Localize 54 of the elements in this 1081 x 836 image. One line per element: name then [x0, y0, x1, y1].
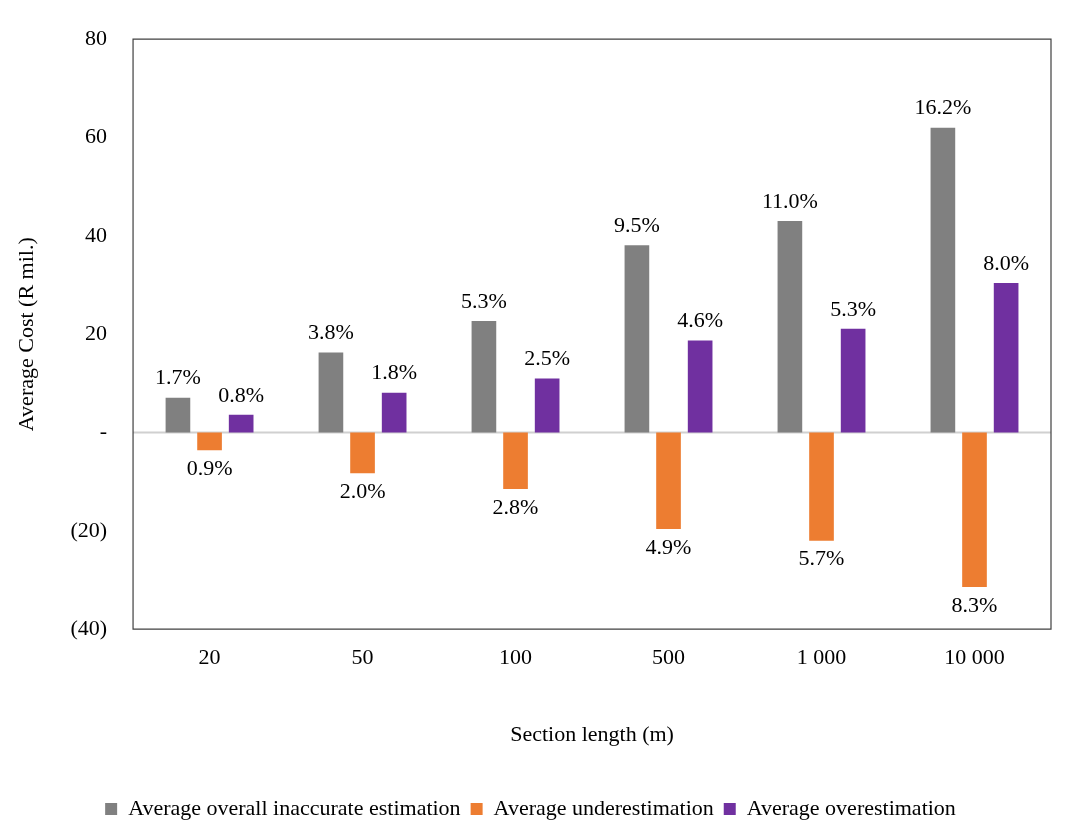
- bar: [350, 432, 375, 474]
- annotation: 8.0%: [983, 249, 1030, 275]
- annotation: 4.6%: [677, 307, 724, 333]
- legend-label: Average overestimation: [746, 794, 956, 820]
- annotation: 5.7%: [798, 545, 845, 571]
- annotation: 3.8%: [308, 319, 354, 345]
- y-tick-label: 20: [85, 319, 108, 345]
- annotation: 16.2%: [914, 94, 972, 120]
- annotation: 0.8%: [218, 381, 265, 407]
- bar: [777, 221, 803, 433]
- bar: [840, 328, 866, 433]
- legend-label: Average underestimation: [493, 794, 714, 820]
- y-tick-label: (40): [70, 614, 108, 640]
- x-tick-label: 10 000: [944, 644, 1005, 670]
- x-tick-label: 500: [652, 644, 686, 670]
- bar: [624, 245, 650, 433]
- legend-label: Average overall inaccurate estimation: [128, 794, 461, 820]
- y-axis-title: Average Cost (R mil.): [12, 237, 38, 432]
- bar: [534, 378, 560, 433]
- x-tick-label: 50: [351, 644, 374, 670]
- bar: [930, 127, 956, 433]
- annotation: 5.3%: [461, 287, 507, 313]
- bar: [471, 320, 497, 433]
- bar: [962, 432, 987, 587]
- bar: [503, 432, 528, 490]
- y-tick-label: (20): [70, 516, 108, 542]
- y-tick-label: -: [99, 418, 108, 444]
- annotation: 9.5%: [613, 211, 660, 237]
- x-tick-label: 1 000: [796, 644, 847, 670]
- y-tick-label: 40: [85, 221, 108, 247]
- annotation: 1.7%: [155, 364, 201, 390]
- bar: [656, 432, 681, 529]
- annotation: 0.9%: [186, 455, 233, 481]
- annotation: 4.9%: [645, 533, 692, 559]
- bar: [809, 432, 834, 541]
- y-tick-label: 80: [85, 24, 108, 50]
- bar: [687, 340, 713, 433]
- annotation: 5.3%: [830, 295, 877, 321]
- annotation: 2.8%: [492, 493, 539, 519]
- annotation: 2.5%: [524, 345, 571, 371]
- bar: [165, 397, 191, 433]
- y-tick-label: 60: [85, 123, 108, 149]
- x-tick-label: 100: [499, 644, 533, 670]
- annotation: 11.0%: [761, 187, 818, 213]
- bar: [993, 283, 1019, 433]
- annotation: 8.3%: [951, 591, 998, 617]
- bar: [228, 414, 254, 433]
- x-tick-label: 20: [198, 644, 221, 670]
- bar: [197, 432, 222, 451]
- bar: [318, 352, 344, 433]
- annotation: 2.0%: [339, 478, 386, 504]
- bar: [381, 392, 407, 433]
- annotation: 1.8%: [371, 359, 418, 385]
- x-axis-title: Section length (m): [510, 720, 674, 746]
